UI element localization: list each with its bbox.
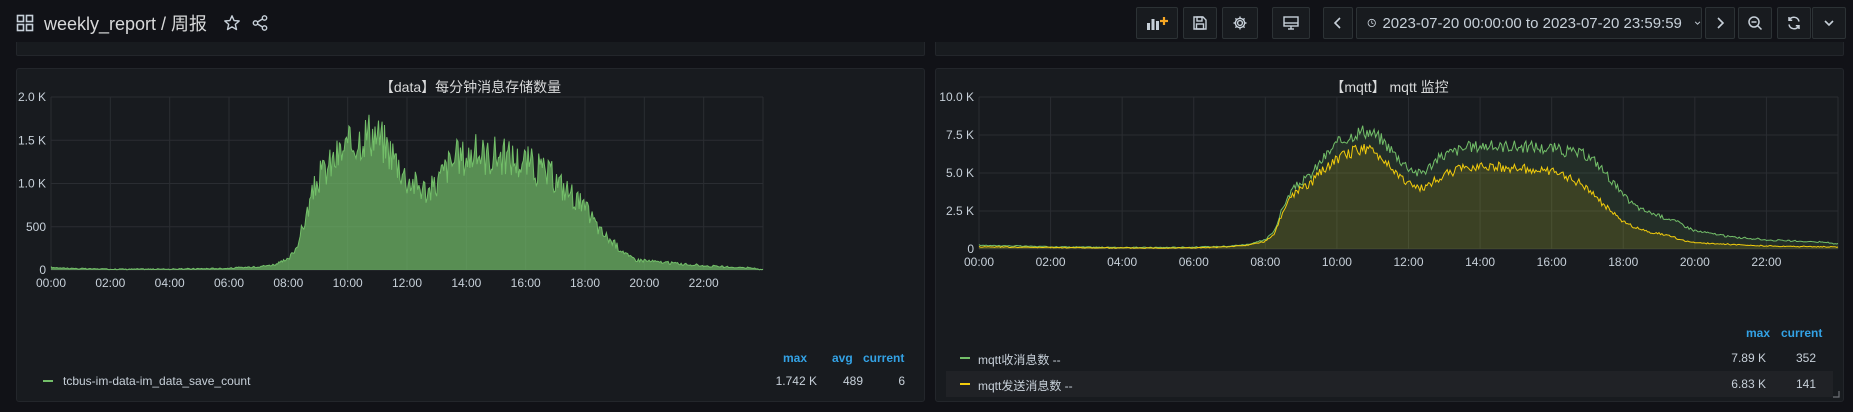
x-tick-label: 18:00 <box>570 276 600 290</box>
x-tick-label: 06:00 <box>1179 255 1209 269</box>
legend-header-max[interactable]: max <box>1746 326 1771 340</box>
dashboard-navbar: weekly_report / 周报 2023-07-20 00:00:00 t… <box>0 0 1853 46</box>
legend-header-avg[interactable]: avg <box>832 351 853 365</box>
save-icon <box>1193 16 1207 30</box>
save-dashboard-button[interactable] <box>1183 7 1217 39</box>
legend-max: 7.89 K <box>1731 351 1766 365</box>
x-tick-label: 22:00 <box>689 276 719 290</box>
series-color-swatch[interactable] <box>43 380 53 382</box>
x-tick-label: 08:00 <box>1250 255 1280 269</box>
panel-title[interactable]: 【data】每分钟消息存储数量 <box>379 79 562 95</box>
x-tick-label: 04:00 <box>1107 255 1137 269</box>
clock-icon <box>1367 18 1376 28</box>
dashboard-settings-button[interactable] <box>1222 7 1258 39</box>
legend-series-name[interactable]: tcbus-im-data-im_data_save_count <box>63 374 251 388</box>
zoom-out-button[interactable] <box>1738 7 1772 39</box>
y-tick-label: 0 <box>967 242 974 256</box>
x-tick-label: 20:00 <box>629 276 659 290</box>
time-range-label: 2023-07-20 00:00:00 to 2023-07-20 23:59:… <box>1382 14 1682 32</box>
x-tick-label: 06:00 <box>214 276 244 290</box>
chevron-down-icon <box>1694 21 1701 25</box>
star-icon[interactable] <box>223 14 241 32</box>
series-line <box>978 143 1839 249</box>
series-area <box>51 114 763 270</box>
x-tick-label: 16:00 <box>511 276 541 290</box>
time-shift-forward-button[interactable] <box>1705 7 1735 39</box>
y-tick-label: 0 <box>39 263 46 277</box>
chart-data-store-count[interactable]: 0 500 1.0 K 1.5 K 2.0 K 00:00 02:00 04:00 06:00 0… <box>17 69 926 403</box>
legend-series-name[interactable]: mqtt收消息数 -- <box>978 353 1061 367</box>
y-tick-label: 5.0 K <box>946 166 974 180</box>
legend-item[interactable]: mqtt发送消息数 -- 6.83 K 141 <box>946 371 1833 397</box>
legend-avg: 489 <box>842 374 863 388</box>
x-tick-label: 02:00 <box>1036 255 1066 269</box>
series-area <box>979 144 1838 249</box>
panel-data-store-count: 【data】每分钟消息存储数量 0 500 1.0 K 1.5 K 2.0 K 00:00… <box>16 68 925 402</box>
series-line <box>50 114 764 271</box>
y-tick-label: 2.5 K <box>946 204 974 218</box>
chevron-down-icon <box>1824 20 1834 27</box>
y-tick-label: 7.5 K <box>946 128 974 142</box>
legend-item[interactable]: mqtt收消息数 -- 7.89 K 352 <box>946 345 1833 371</box>
chevron-right-icon <box>1717 17 1725 29</box>
legend-current: 6 <box>898 374 905 388</box>
resize-handle-icon[interactable] <box>1832 390 1840 398</box>
refresh-interval-dropdown[interactable] <box>1812 7 1846 39</box>
x-tick-label: 00:00 <box>964 255 994 269</box>
x-tick-label: 12:00 <box>1393 255 1423 269</box>
y-tick-label: 2.0 K <box>18 90 46 104</box>
series-area <box>979 125 1838 249</box>
series-color-swatch[interactable] <box>960 357 970 359</box>
x-tick-label: 14:00 <box>451 276 481 290</box>
y-tick-label: 500 <box>26 220 46 234</box>
add-panel-button[interactable] <box>1136 7 1178 39</box>
legend-header-current[interactable]: current <box>863 351 905 365</box>
time-shift-back-button[interactable] <box>1323 7 1353 39</box>
apps-grid-icon[interactable] <box>16 14 34 32</box>
x-tick-label: 20:00 <box>1680 255 1710 269</box>
series-color-swatch[interactable] <box>960 383 970 385</box>
zoom-out-icon <box>1748 16 1763 31</box>
y-tick-label: 10.0 K <box>939 90 974 104</box>
y-tick-label: 1.0 K <box>18 177 46 191</box>
x-tick-label: 04:00 <box>155 276 185 290</box>
panel-above-right <box>935 42 1844 56</box>
legend-max: 1.742 K <box>775 374 817 388</box>
x-tick-label: 12:00 <box>392 276 422 290</box>
view-mode-button[interactable] <box>1272 7 1310 39</box>
x-tick-label: 10:00 <box>1322 255 1352 269</box>
x-tick-label: 08:00 <box>273 276 303 290</box>
share-icon[interactable] <box>251 14 269 32</box>
legend-max: 6.83 K <box>1731 377 1766 391</box>
legend-current: 352 <box>1795 351 1816 365</box>
chart-mqtt-monitor[interactable]: 0 2.5 K 5.0 K 7.5 K 10.0 K 00:00 02:00 04:00 06:… <box>936 69 1845 403</box>
add-panel-icon <box>1147 17 1168 30</box>
dashboard-title-area: weekly_report / 周报 <box>16 11 269 35</box>
monitor-icon <box>1283 16 1299 30</box>
legend-series-name[interactable]: mqtt发送消息数 -- <box>978 379 1073 393</box>
legend-header-current[interactable]: current <box>1781 326 1823 340</box>
gear-icon <box>1233 16 1247 30</box>
panel-mqtt-monitor: 【mqtt】 mqtt 监控 0 2.5 K 5.0 K 7.5 K 10.0 K 00:… <box>935 68 1844 402</box>
x-tick-label: 00:00 <box>36 276 66 290</box>
time-range-picker[interactable]: 2023-07-20 00:00:00 to 2023-07-20 23:59:… <box>1356 7 1702 39</box>
x-tick-label: 22:00 <box>1751 255 1781 269</box>
x-tick-label: 16:00 <box>1537 255 1567 269</box>
x-tick-label: 18:00 <box>1608 255 1638 269</box>
x-tick-label: 14:00 <box>1465 255 1495 269</box>
dashboard-title[interactable]: weekly_report / 周报 <box>44 14 208 34</box>
legend-item[interactable]: tcbus-im-data-im_data_save_count 1.742 K… <box>27 368 914 394</box>
x-tick-label: 10:00 <box>333 276 363 290</box>
legend-header-max[interactable]: max <box>783 351 808 365</box>
panel-title[interactable]: 【mqtt】 mqtt 监控 <box>1330 79 1449 95</box>
y-tick-label: 1.5 K <box>18 133 46 147</box>
x-tick-label: 02:00 <box>95 276 125 290</box>
chevron-left-icon <box>1333 17 1341 29</box>
refresh-button[interactable] <box>1777 7 1811 39</box>
legend-current: 141 <box>1795 377 1816 391</box>
panel-above-left <box>16 42 925 56</box>
refresh-icon <box>1788 16 1800 30</box>
